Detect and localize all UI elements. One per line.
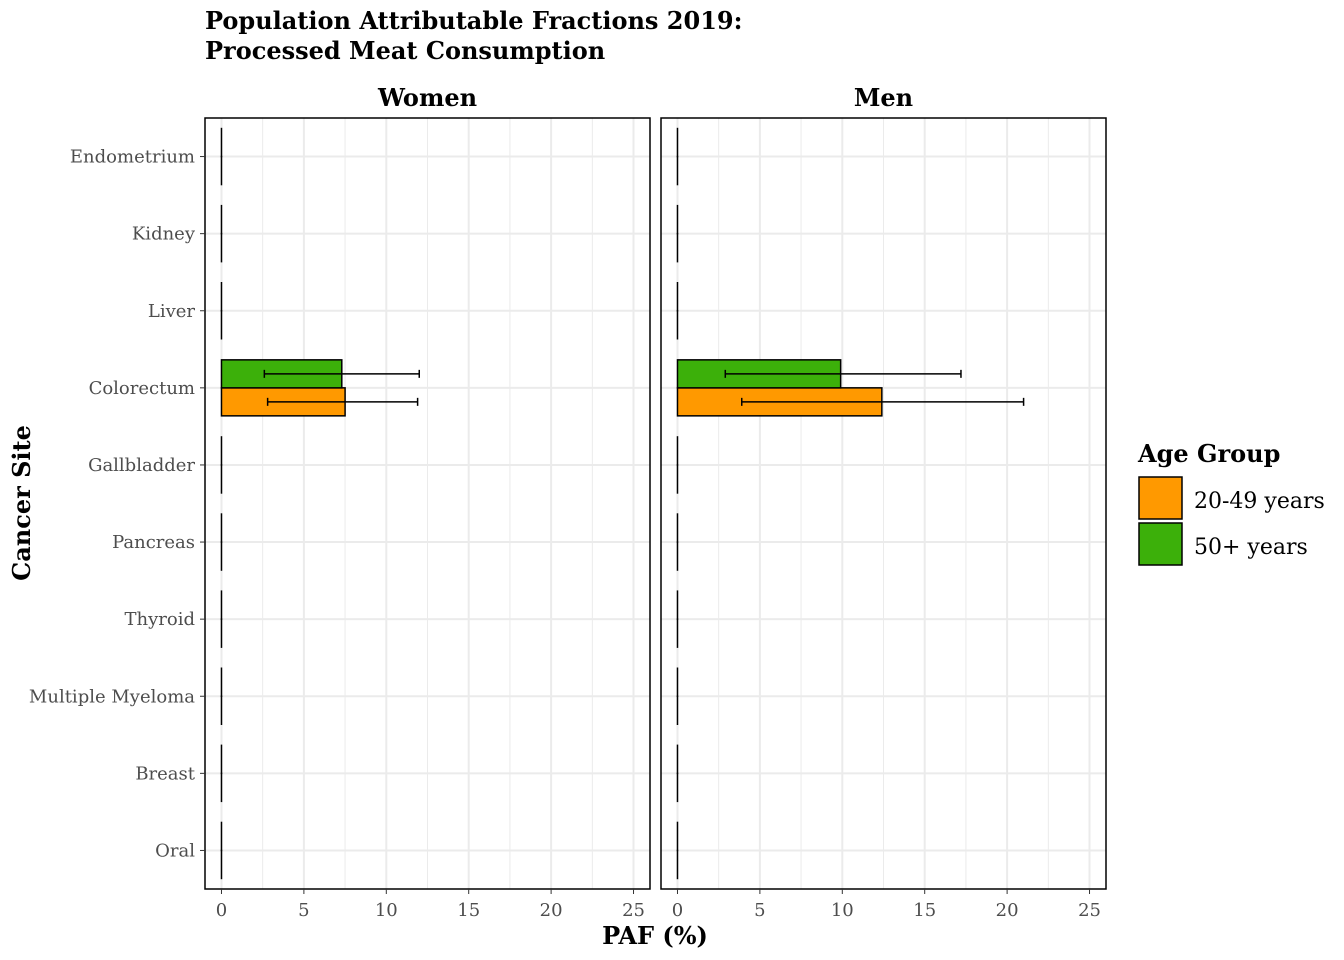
panel-women: Women 0 5 10 15 20 25 Endometrium Kidney Liver Col… (29, 83, 651, 921)
y-axis-title: Cancer Site (7, 425, 36, 581)
y-tick-label-pancreas: Pancreas (112, 532, 195, 553)
errorbar-women-colorectum-50-plus (263, 369, 421, 378)
errorbar-women-colorectum-20-49 (266, 397, 419, 406)
panel-border (204, 117, 651, 890)
x-tick-label: 25 (622, 900, 645, 921)
legend: Age Group 20-49 years 50+ years (1137, 439, 1325, 566)
panel-men: Men 0 5 10 15 20 25 (660, 83, 1107, 921)
x-tick-label: 20 (540, 900, 563, 921)
facet-panels: Women 0 5 10 15 20 25 Endometrium Kidney Liver Col… (29, 83, 1107, 921)
y-tick-label-gallbladder: Gallbladder (88, 455, 195, 476)
y-tick-label-breast: Breast (135, 763, 195, 784)
x-tick-label: 0 (216, 900, 227, 921)
y-tick-label-multiple-myeloma: Multiple Myeloma (29, 686, 195, 707)
legend-label-50-plus: 50+ years (1194, 535, 1308, 560)
x-tick-label: 15 (457, 900, 480, 921)
legend-title: Age Group (1137, 439, 1280, 468)
x-tick-label: 5 (298, 900, 309, 921)
legend-swatch-20-49 (1138, 476, 1183, 520)
x-tick-label: 5 (754, 900, 765, 921)
x-tick-label: 20 (996, 900, 1019, 921)
panel-border (660, 117, 1107, 890)
x-tick-label: 25 (1078, 900, 1101, 921)
panel-strip-women: Women (377, 83, 477, 112)
x-tick-label: 10 (831, 900, 854, 921)
chart-title-line-1: Population Attributable Fractions 2019: (205, 6, 742, 35)
errorbar-men-colorectum-50-plus (724, 369, 962, 378)
legend-swatch-50-plus (1138, 522, 1183, 566)
chart-title-line-2: Processed Meat Consumption (205, 36, 605, 65)
y-tick-label-colorectum: Colorectum (89, 378, 195, 399)
x-tick-label: 10 (375, 900, 398, 921)
y-tick-label-oral: Oral (155, 840, 195, 861)
errorbar-men-colorectum-20-49 (741, 397, 1025, 406)
y-tick-label-thyroid: Thyroid (125, 609, 196, 630)
x-axis-title: PAF (%) (602, 921, 708, 950)
y-tick-label-liver: Liver (148, 301, 196, 322)
x-tick-label: 15 (913, 900, 936, 921)
x-tick-label: 0 (672, 900, 683, 921)
y-tick-label-kidney: Kidney (132, 224, 196, 245)
y-tick-label-endometrium: Endometrium (70, 147, 195, 168)
legend-label-20-49: 20-49 years (1194, 489, 1325, 514)
panel-strip-men: Men (854, 83, 913, 112)
